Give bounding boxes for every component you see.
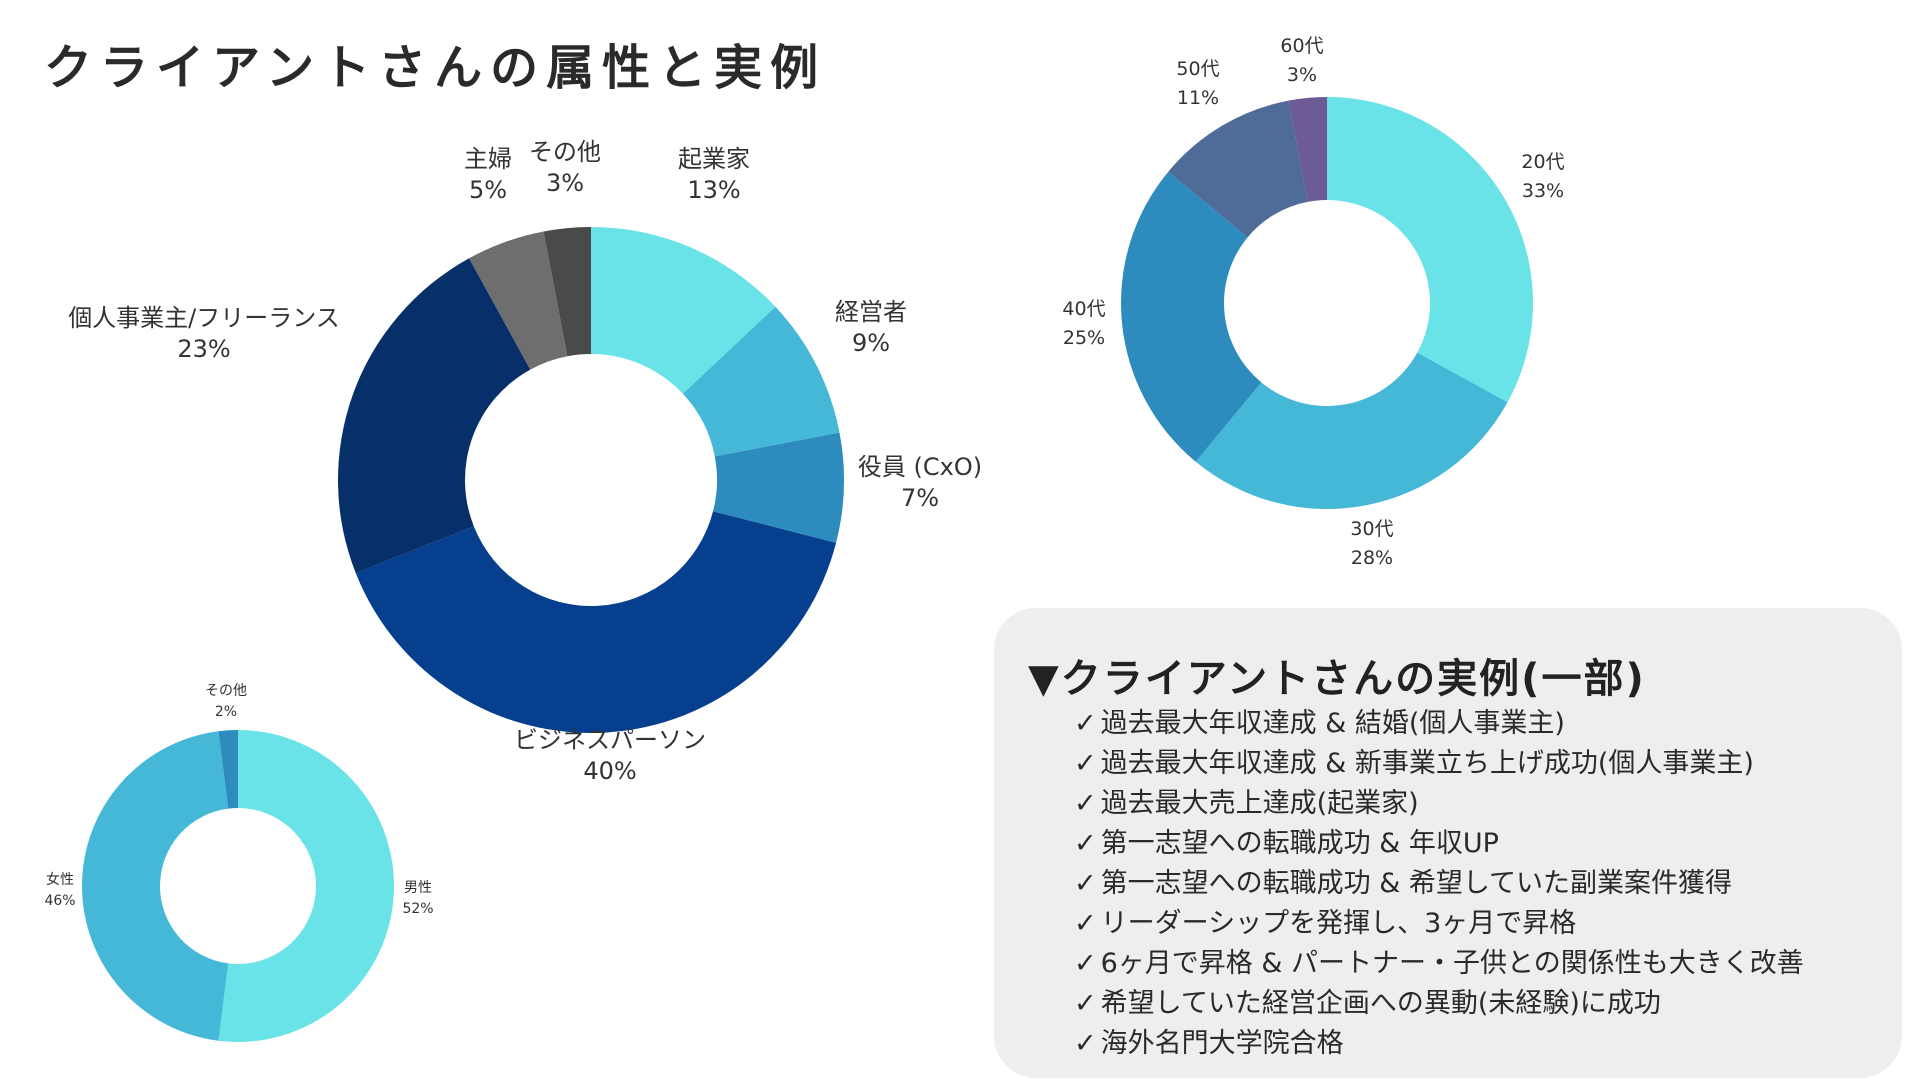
age-value-label: 3%	[1287, 64, 1317, 86]
age-value-label: 33%	[1522, 180, 1564, 202]
examples-list: ✓ 過去最大年収達成 & 結婚(個人事業主) ✓ 過去最大年収達成 & 新事業立ち上…	[1074, 704, 1804, 1064]
example-text: 過去最大売上達成(起業家)	[1100, 788, 1419, 819]
example-text: 過去最大年収達成 & 結婚(個人事業主)	[1100, 708, 1565, 739]
example-text: 6ヶ月で昇格 & パートナー・子供との関係性も大きく改善	[1100, 948, 1804, 979]
occupation-category-label: 個人事業主/フリーランス	[68, 304, 340, 332]
age-slice	[1288, 97, 1327, 202]
occupation-slice	[355, 511, 837, 733]
occupation-value-label: 13%	[687, 176, 740, 204]
check-icon: ✓	[1074, 988, 1097, 1019]
age-slice	[1327, 97, 1533, 403]
example-item: ✓ 6ヶ月で昇格 & パートナー・子供との関係性も大きく改善	[1074, 944, 1804, 984]
example-item: ✓ 海外名門大学院合格	[1074, 1024, 1804, 1064]
check-icon: ✓	[1074, 788, 1097, 819]
age-slice	[1121, 171, 1262, 462]
example-item: ✓ 過去最大売上達成(起業家)	[1074, 784, 1804, 824]
gender-value-label: 2%	[215, 704, 237, 720]
occupation-slice	[591, 227, 776, 394]
gender-slice	[82, 731, 229, 1041]
age-category-label: 20代	[1521, 151, 1564, 173]
occupation-value-label: 5%	[469, 176, 507, 204]
occupation-slice	[682, 306, 840, 457]
gender-value-label: 46%	[44, 893, 75, 909]
example-item: ✓ リーダーシップを発揮し、3ヶ月で昇格	[1074, 904, 1804, 944]
example-item: ✓ 希望していた経営企画への異動(未経験)に成功	[1074, 984, 1804, 1024]
occupation-category-label: 経営者	[835, 298, 907, 326]
example-item: ✓ 過去最大年収達成 & 新事業立ち上げ成功(個人事業主)	[1074, 744, 1804, 784]
gender-category-label: その他	[205, 683, 247, 699]
check-icon: ✓	[1074, 828, 1097, 859]
occupation-category-label: ビジネスパーソン	[514, 726, 706, 754]
age-slice	[1195, 352, 1508, 509]
age-category-label: 50代	[1176, 58, 1219, 80]
occupation-value-label: 9%	[852, 329, 890, 357]
age-category-label: 60代	[1280, 35, 1323, 57]
occupation-category-label: 役員 (CxO)	[858, 453, 982, 481]
occupation-category-label: 主婦	[464, 145, 512, 173]
check-icon: ✓	[1074, 1028, 1097, 1059]
check-icon: ✓	[1074, 948, 1097, 979]
occupation-value-label: 3%	[546, 169, 584, 197]
examples-title: ▼クライアントさんの実例(一部)	[1028, 656, 1646, 702]
age-value-label: 25%	[1063, 327, 1105, 349]
gender-value-label: 52%	[402, 901, 433, 917]
example-text: 過去最大年収達成 & 新事業立ち上げ成功(個人事業主)	[1100, 748, 1754, 779]
age-category-label: 40代	[1062, 298, 1105, 320]
check-icon: ✓	[1074, 868, 1097, 899]
gender-slice	[218, 730, 395, 1042]
age-value-label: 11%	[1177, 87, 1219, 109]
check-icon: ✓	[1074, 708, 1097, 739]
gender-category-label: 女性	[46, 871, 74, 888]
example-text: 海外名門大学院合格	[1100, 1028, 1344, 1059]
example-item: ✓ 第一志望への転職成功 & 年収UP	[1074, 824, 1804, 864]
example-text: リーダーシップを発揮し、3ヶ月で昇格	[1100, 908, 1577, 939]
age-value-label: 28%	[1351, 547, 1393, 569]
occupation-slice	[338, 258, 531, 574]
gender-category-label: 男性	[404, 880, 432, 896]
occupation-value-label: 23%	[177, 335, 230, 363]
check-icon: ✓	[1074, 908, 1097, 939]
check-icon: ✓	[1074, 748, 1097, 779]
example-item: ✓ 第一志望への転職成功 & 希望していた副業案件獲得	[1074, 864, 1804, 904]
gender-slice	[218, 730, 238, 809]
client-examples-panel: ▼クライアントさんの実例(一部) ✓ 過去最大年収達成 & 結婚(個人事業主) ✓…	[994, 608, 1902, 1078]
example-text: 第一志望への転職成功 & 年収UP	[1100, 828, 1499, 859]
occupation-value-label: 7%	[901, 484, 939, 512]
occupation-category-label: その他	[529, 138, 601, 166]
age-slice	[1168, 100, 1308, 238]
example-text: 希望していた経営企画への異動(未経験)に成功	[1100, 988, 1661, 1019]
page-title: クライアントさんの属性と実例	[44, 40, 827, 96]
occupation-slice	[469, 231, 568, 370]
example-item: ✓ 過去最大年収達成 & 結婚(個人事業主)	[1074, 704, 1804, 744]
example-text: 第一志望への転職成功 & 希望していた副業案件獲得	[1100, 868, 1733, 899]
occupation-value-label: 40%	[583, 757, 636, 785]
occupation-slice	[543, 227, 591, 357]
age-category-label: 30代	[1350, 518, 1393, 540]
occupation-category-label: 起業家	[678, 145, 750, 173]
occupation-slice	[713, 432, 844, 543]
